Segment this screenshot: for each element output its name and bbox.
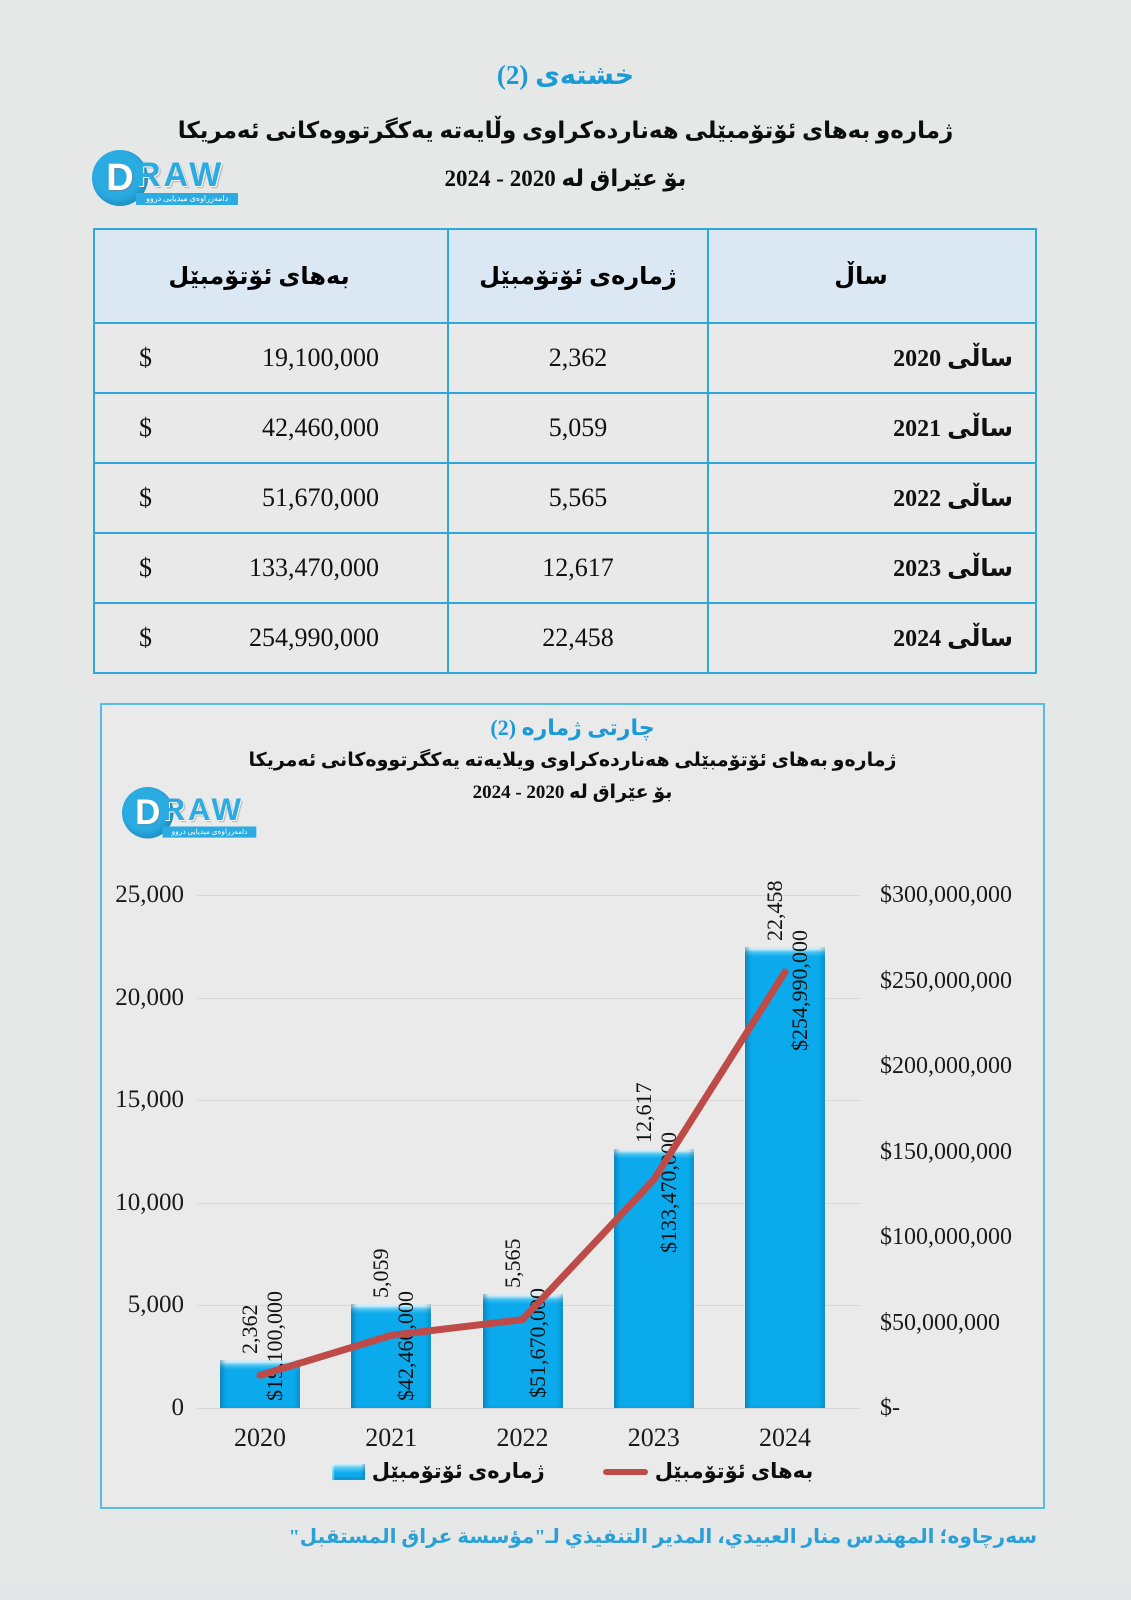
year-cell: ساڵی 2021 [893, 415, 1013, 442]
table-subtitle-line1: ژمارەو بەهای ئۆتۆمبێلی هەناردەکراوی وڵای… [177, 118, 954, 143]
table-title: خشتەی (2) [496, 60, 635, 90]
bar-count-label: 22,458 [762, 880, 787, 942]
left-axis-tick: 5,000 [127, 1291, 184, 1319]
currency-sign: $ [139, 413, 152, 442]
right-axis-tick: $50,000,000 [880, 1309, 1000, 1336]
bar-2023 [613, 1149, 694, 1408]
bar-value-label: $254,990,000 [787, 930, 812, 1052]
right-axis-tick: $150,000,000 [880, 1138, 1012, 1165]
right-axis-tick: $300,000,000 [880, 882, 1012, 908]
gridline [197, 895, 860, 896]
legend-item: بەهای ئۆتۆمبێل [602, 1459, 814, 1484]
table-subtitle-line2: بۆ عێراق لە 2020 - 2024 [444, 166, 687, 191]
bar-2024 [745, 947, 825, 1408]
left-axis-tick: 15,000 [115, 1086, 184, 1114]
table-row: $ 42,460,000 5,059 ساڵی 2021 [95, 392, 1035, 462]
chart-panel: چارتی ژماره (2) ژمارەو بەهای ئۆتۆمبێلی ه… [100, 703, 1045, 1509]
draw-logo: D RAW دامەزراوەی میدیایی دروو [92, 150, 239, 206]
count-cell: 12,617 [542, 553, 614, 582]
currency-sign: $ [139, 553, 152, 582]
x-axis-label: 2021 [365, 1423, 418, 1452]
draw-logo-d: D [106, 157, 134, 199]
bar-value-label: $19,100,000 [262, 1291, 287, 1401]
value-cell: 133,470,000 [249, 553, 379, 582]
year-cell: ساڵی 2020 [893, 345, 1013, 372]
bar-2020 [220, 1359, 300, 1408]
legend-label: ژمارەی ئۆتۆمبێل [371, 1459, 545, 1483]
draw-logo-d: D [135, 793, 161, 833]
draw-logo-tagline: دامەزراوەی میدیایی دروو [136, 193, 239, 205]
bar-count-label: 2,362 [237, 1304, 262, 1354]
value-cell: 51,670,000 [262, 483, 379, 512]
bar-2022 [482, 1293, 563, 1408]
bar-value-label: $51,670,000 [524, 1287, 550, 1398]
gridline [197, 1408, 860, 1409]
bar-count-label: 5,059 [368, 1248, 394, 1299]
bar-count-label: 12,617 [630, 1082, 656, 1144]
x-axis-label: 2020 [234, 1423, 286, 1452]
bar-value-label: $42,460,000 [393, 1291, 419, 1401]
data-table: بەهای ئۆتۆمبێل ژمارەی ئۆتۆمبێل ساڵ $ 19,… [93, 228, 1037, 674]
header-year: ساڵ [834, 263, 888, 290]
draw-logo: D RAW دامەزراوەی میدیایی دروو [122, 787, 257, 839]
right-axis-tick: $100,000,000 [880, 1224, 1012, 1250]
bar-value-label: $133,470,000 [655, 1132, 681, 1254]
bottom-band [0, 1586, 1131, 1600]
count-cell: 2,362 [548, 343, 608, 372]
bar-count-label: 5,565 [499, 1238, 525, 1288]
year-cell: ساڵی 2022 [893, 485, 1013, 512]
chart-legend: ژمارەی ئۆتۆمبێل بەهای ئۆتۆمبێل [102, 1459, 1043, 1484]
right-axis-tick: $200,000,000 [880, 1053, 1012, 1079]
table-row: $ 19,100,000 2,362 ساڵی 2020 [95, 322, 1035, 392]
count-cell: 5,565 [548, 483, 608, 512]
legend-bar-swatch-icon [331, 1463, 365, 1480]
bar-2021 [351, 1304, 432, 1408]
legend-line-swatch-icon [602, 1468, 648, 1475]
left-axis-tick: 25,000 [115, 881, 184, 908]
left-axis-tick: 20,000 [115, 983, 184, 1011]
x-axis-label: 2022 [496, 1423, 549, 1452]
table-row: $ 254,990,000 22,458 ساڵی 2024 [95, 602, 1035, 672]
draw-logo-word: RAW [162, 792, 244, 828]
chart-title: چارتی ژماره (2) [490, 715, 655, 740]
left-axis-tick: 0 [171, 1394, 185, 1421]
currency-sign: $ [139, 483, 152, 512]
legend-label: بەهای ئۆتۆمبێل [654, 1459, 814, 1483]
value-cell: 254,990,000 [249, 623, 379, 652]
count-cell: 5,059 [548, 413, 608, 442]
currency-sign: $ [139, 343, 152, 372]
table-header-row: بەهای ئۆتۆمبێل ژمارەی ئۆتۆمبێل ساڵ [95, 230, 1035, 322]
header-count: ژمارەی ئۆتۆمبێل [447, 230, 709, 322]
table-row: $ 133,470,000 12,617 ساڵی 2023 [95, 532, 1035, 602]
right-axis-tick: $250,000,000 [880, 967, 1012, 994]
currency-sign: $ [139, 623, 152, 652]
right-axis-tick: $- [880, 1395, 900, 1421]
x-axis-label: 2024 [759, 1423, 811, 1452]
chart-subtitle-line2: بۆ عێراق لە 2020 - 2024 [472, 782, 673, 803]
x-axis-label: 2023 [627, 1423, 680, 1452]
draw-logo-tagline: دامەزراوەی میدیایی دروو [162, 826, 257, 838]
draw-logo-word: RAW [136, 156, 225, 194]
year-cell: ساڵی 2024 [893, 625, 1013, 652]
chart-plot: چارتی ژماره (2) ژمارەو بەهای ئۆتۆمبێلی ه… [102, 705, 1043, 1507]
year-cell: ساڵی 2023 [893, 555, 1013, 582]
count-cell: 22,458 [542, 623, 614, 652]
header-value: بەهای ئۆتۆمبێل [168, 263, 350, 290]
value-cell: 19,100,000 [262, 343, 379, 372]
source-note: سەرچاوە؛ المهندس منار العبيدي، المدير ال… [288, 1526, 1037, 1548]
legend-item: ژمارەی ئۆتۆمبێل [331, 1459, 545, 1484]
table-row: $ 51,670,000 5,565 ساڵی 2022 [95, 462, 1035, 532]
value-cell: 42,460,000 [262, 413, 379, 442]
chart-subtitle-line1: ژمارەو بەهای ئۆتۆمبێلی هەناردەکراوی ویلا… [248, 750, 897, 771]
left-axis-tick: 10,000 [115, 1188, 184, 1216]
